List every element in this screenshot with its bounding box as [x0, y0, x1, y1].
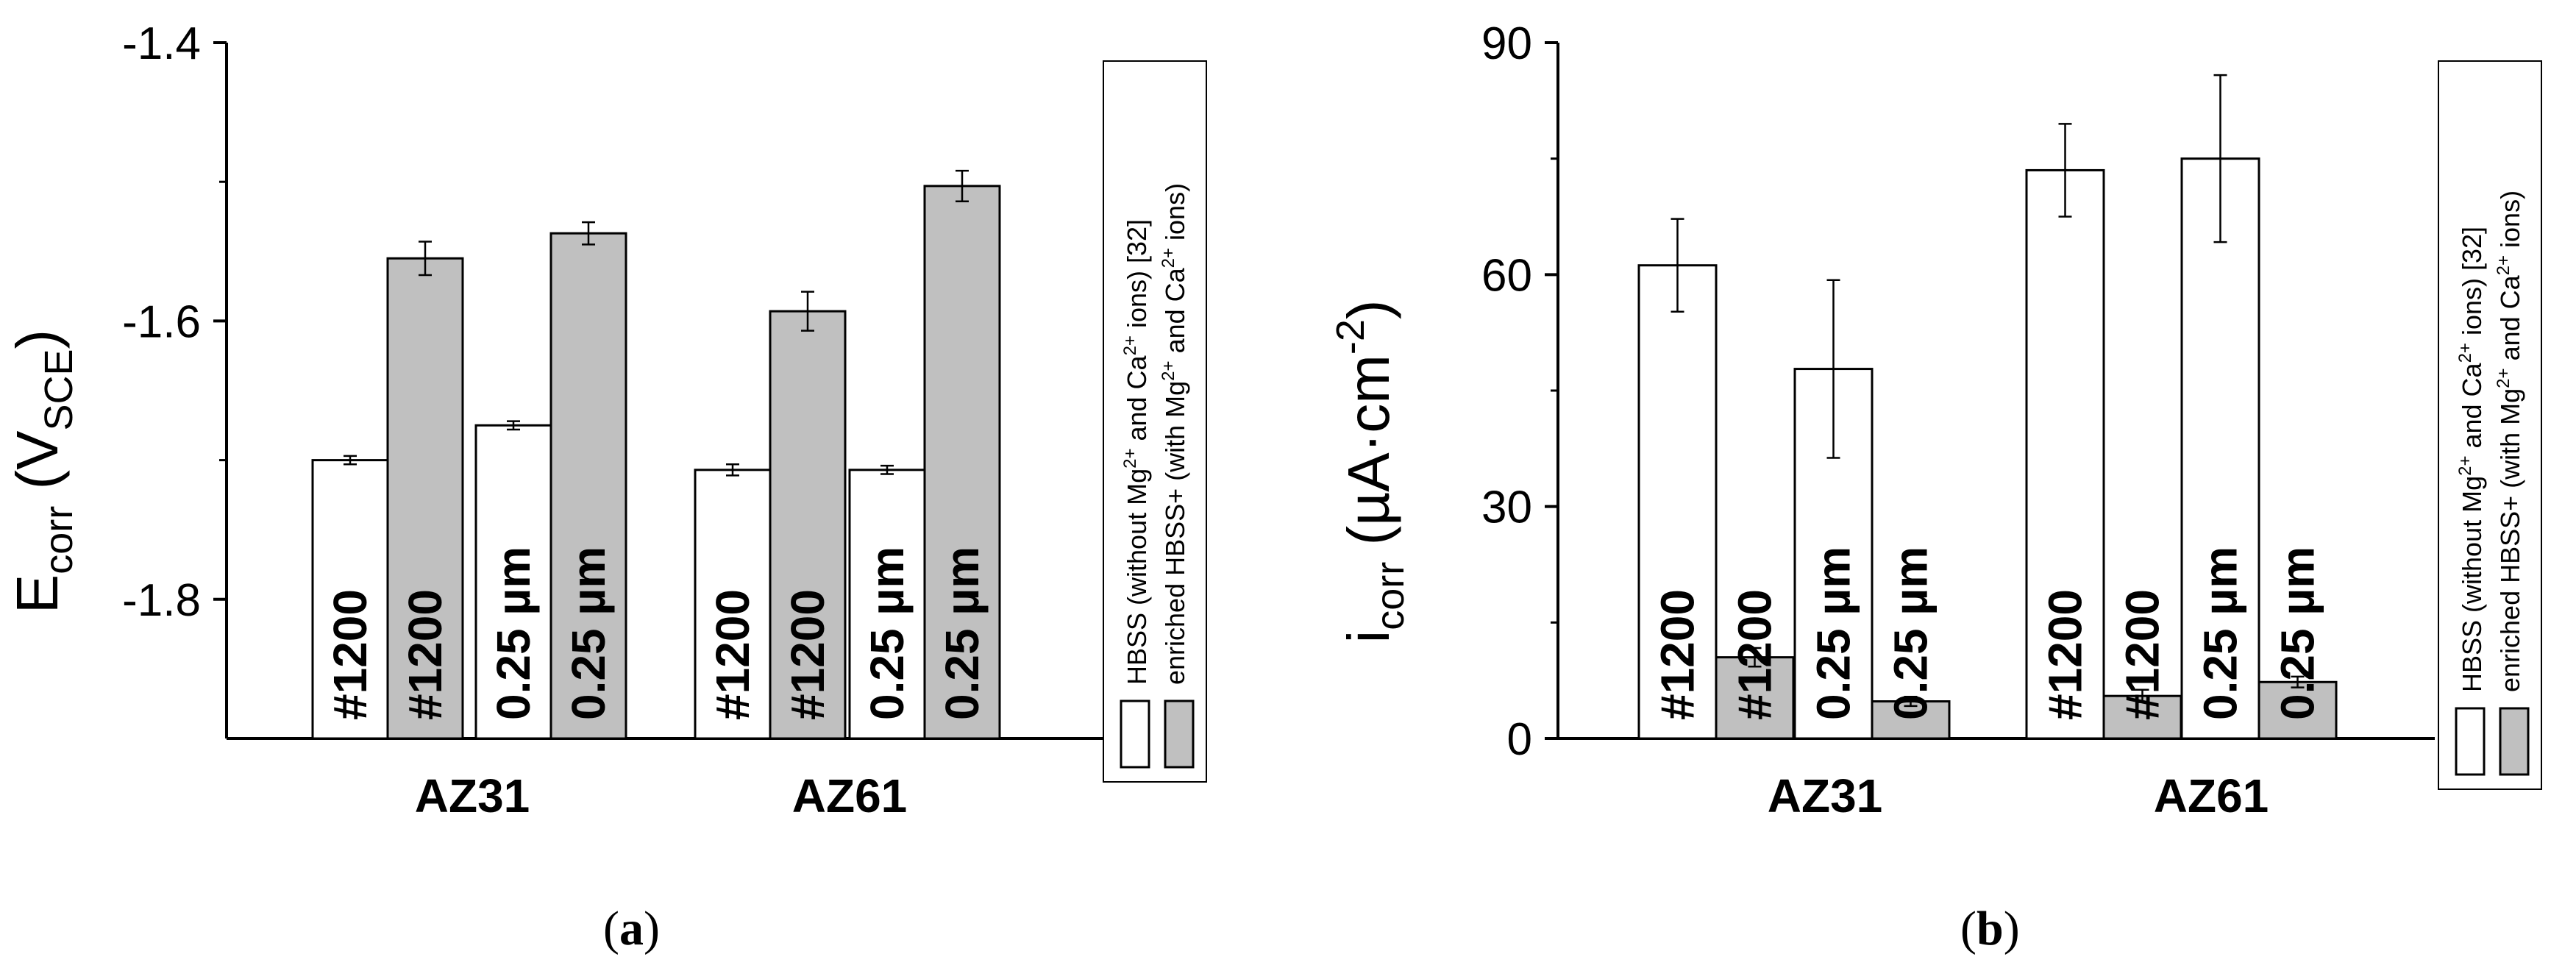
legend-label-enriched: enriched HBSS+ (with Mg2+ and Ca2+ ions): [1159, 183, 1190, 685]
y-tick-label: -1.4: [122, 18, 201, 69]
bar: [769, 310, 847, 740]
x-category-label: AZ61: [792, 769, 908, 822]
y-tick-label: 60: [1481, 250, 1532, 301]
bar: [311, 459, 389, 740]
legend-frame: [1103, 60, 1207, 783]
bar: [386, 257, 464, 740]
bar-label: #1200: [781, 589, 834, 720]
bar-label: #1200: [399, 589, 452, 720]
legend: HBSS (without Mg2+ and Ca2+ ions) [32]en…: [2438, 60, 2542, 790]
bar-label: #1200: [706, 589, 759, 720]
x-category-label: AZ61: [2154, 769, 2269, 822]
legend-swatch-enriched: [2499, 707, 2530, 776]
y-tick-label: 30: [1481, 483, 1532, 533]
bar-label: 0.25 µm: [936, 547, 989, 720]
x-category-label: AZ31: [415, 769, 530, 822]
bar: [694, 469, 772, 740]
bar-label: 0.25 µm: [2194, 547, 2247, 720]
bar-label: #1200: [2039, 589, 2092, 720]
bar-label: #1200: [324, 589, 377, 720]
y-axis-label: icorr (µA·cm-2): [1328, 299, 1412, 643]
bar-label: #1200: [1651, 589, 1704, 720]
legend-label-hbss: HBSS (without Mg2+ and Ca2+ ions) [32]: [2455, 227, 2487, 692]
bar-label: 0.25 µm: [562, 547, 615, 720]
panel-b-caption: (b): [1960, 902, 2020, 955]
y-tick-label: 90: [1481, 18, 1532, 69]
bar: [2180, 157, 2260, 740]
bar-label: #1200: [1729, 589, 1782, 720]
y-tick-label: 0: [1507, 714, 1532, 765]
y-tick-label: -1.8: [122, 575, 201, 626]
bar: [1637, 264, 1718, 740]
y-tick-label: -1.6: [122, 296, 201, 347]
legend-label-enriched: enriched HBSS+ (with Mg2+ and Ca2+ ions): [2494, 191, 2525, 692]
legend-frame: [2438, 60, 2542, 790]
y-axis-label: Ecorr (VSCE): [4, 330, 81, 613]
legend-swatch-hbss: [1120, 699, 1150, 769]
legend-label-hbss: HBSS (without Mg2+ and Ca2+ ions) [32]: [1120, 219, 1152, 685]
bar-label: #1200: [2116, 589, 2169, 720]
bar-label: 0.25 µm: [487, 547, 540, 720]
bar-label: 0.25 µm: [2271, 547, 2324, 720]
chart-panel-a: -1.4 -1.6 -1.8 Ecorr (VSCE) #1200 #1200 0.25 µ…: [4, 18, 1207, 822]
bar-label: 0.25 µm: [861, 547, 914, 720]
panel-a-caption: (a): [603, 902, 660, 955]
legend-swatch-enriched: [1164, 699, 1195, 769]
bar: [1871, 700, 1951, 740]
bar-label: 0.25 µm: [1807, 547, 1860, 720]
bar: [923, 185, 1001, 740]
bar-label: 0.25 µm: [1885, 547, 1938, 720]
bar: [1715, 656, 1795, 740]
legend: HBSS (without Mg2+ and Ca2+ ions) [32]en…: [1103, 60, 1207, 783]
bar: [474, 424, 552, 740]
bar: [549, 232, 627, 740]
x-category-label: AZ31: [1768, 769, 1883, 822]
chart-panel-b: 0 30 60 90 icorr (µA·cm-2) #1200 #1200 0.25 µm 0…: [1328, 18, 2542, 822]
bar: [848, 469, 926, 740]
legend-swatch-hbss: [2455, 707, 2486, 776]
